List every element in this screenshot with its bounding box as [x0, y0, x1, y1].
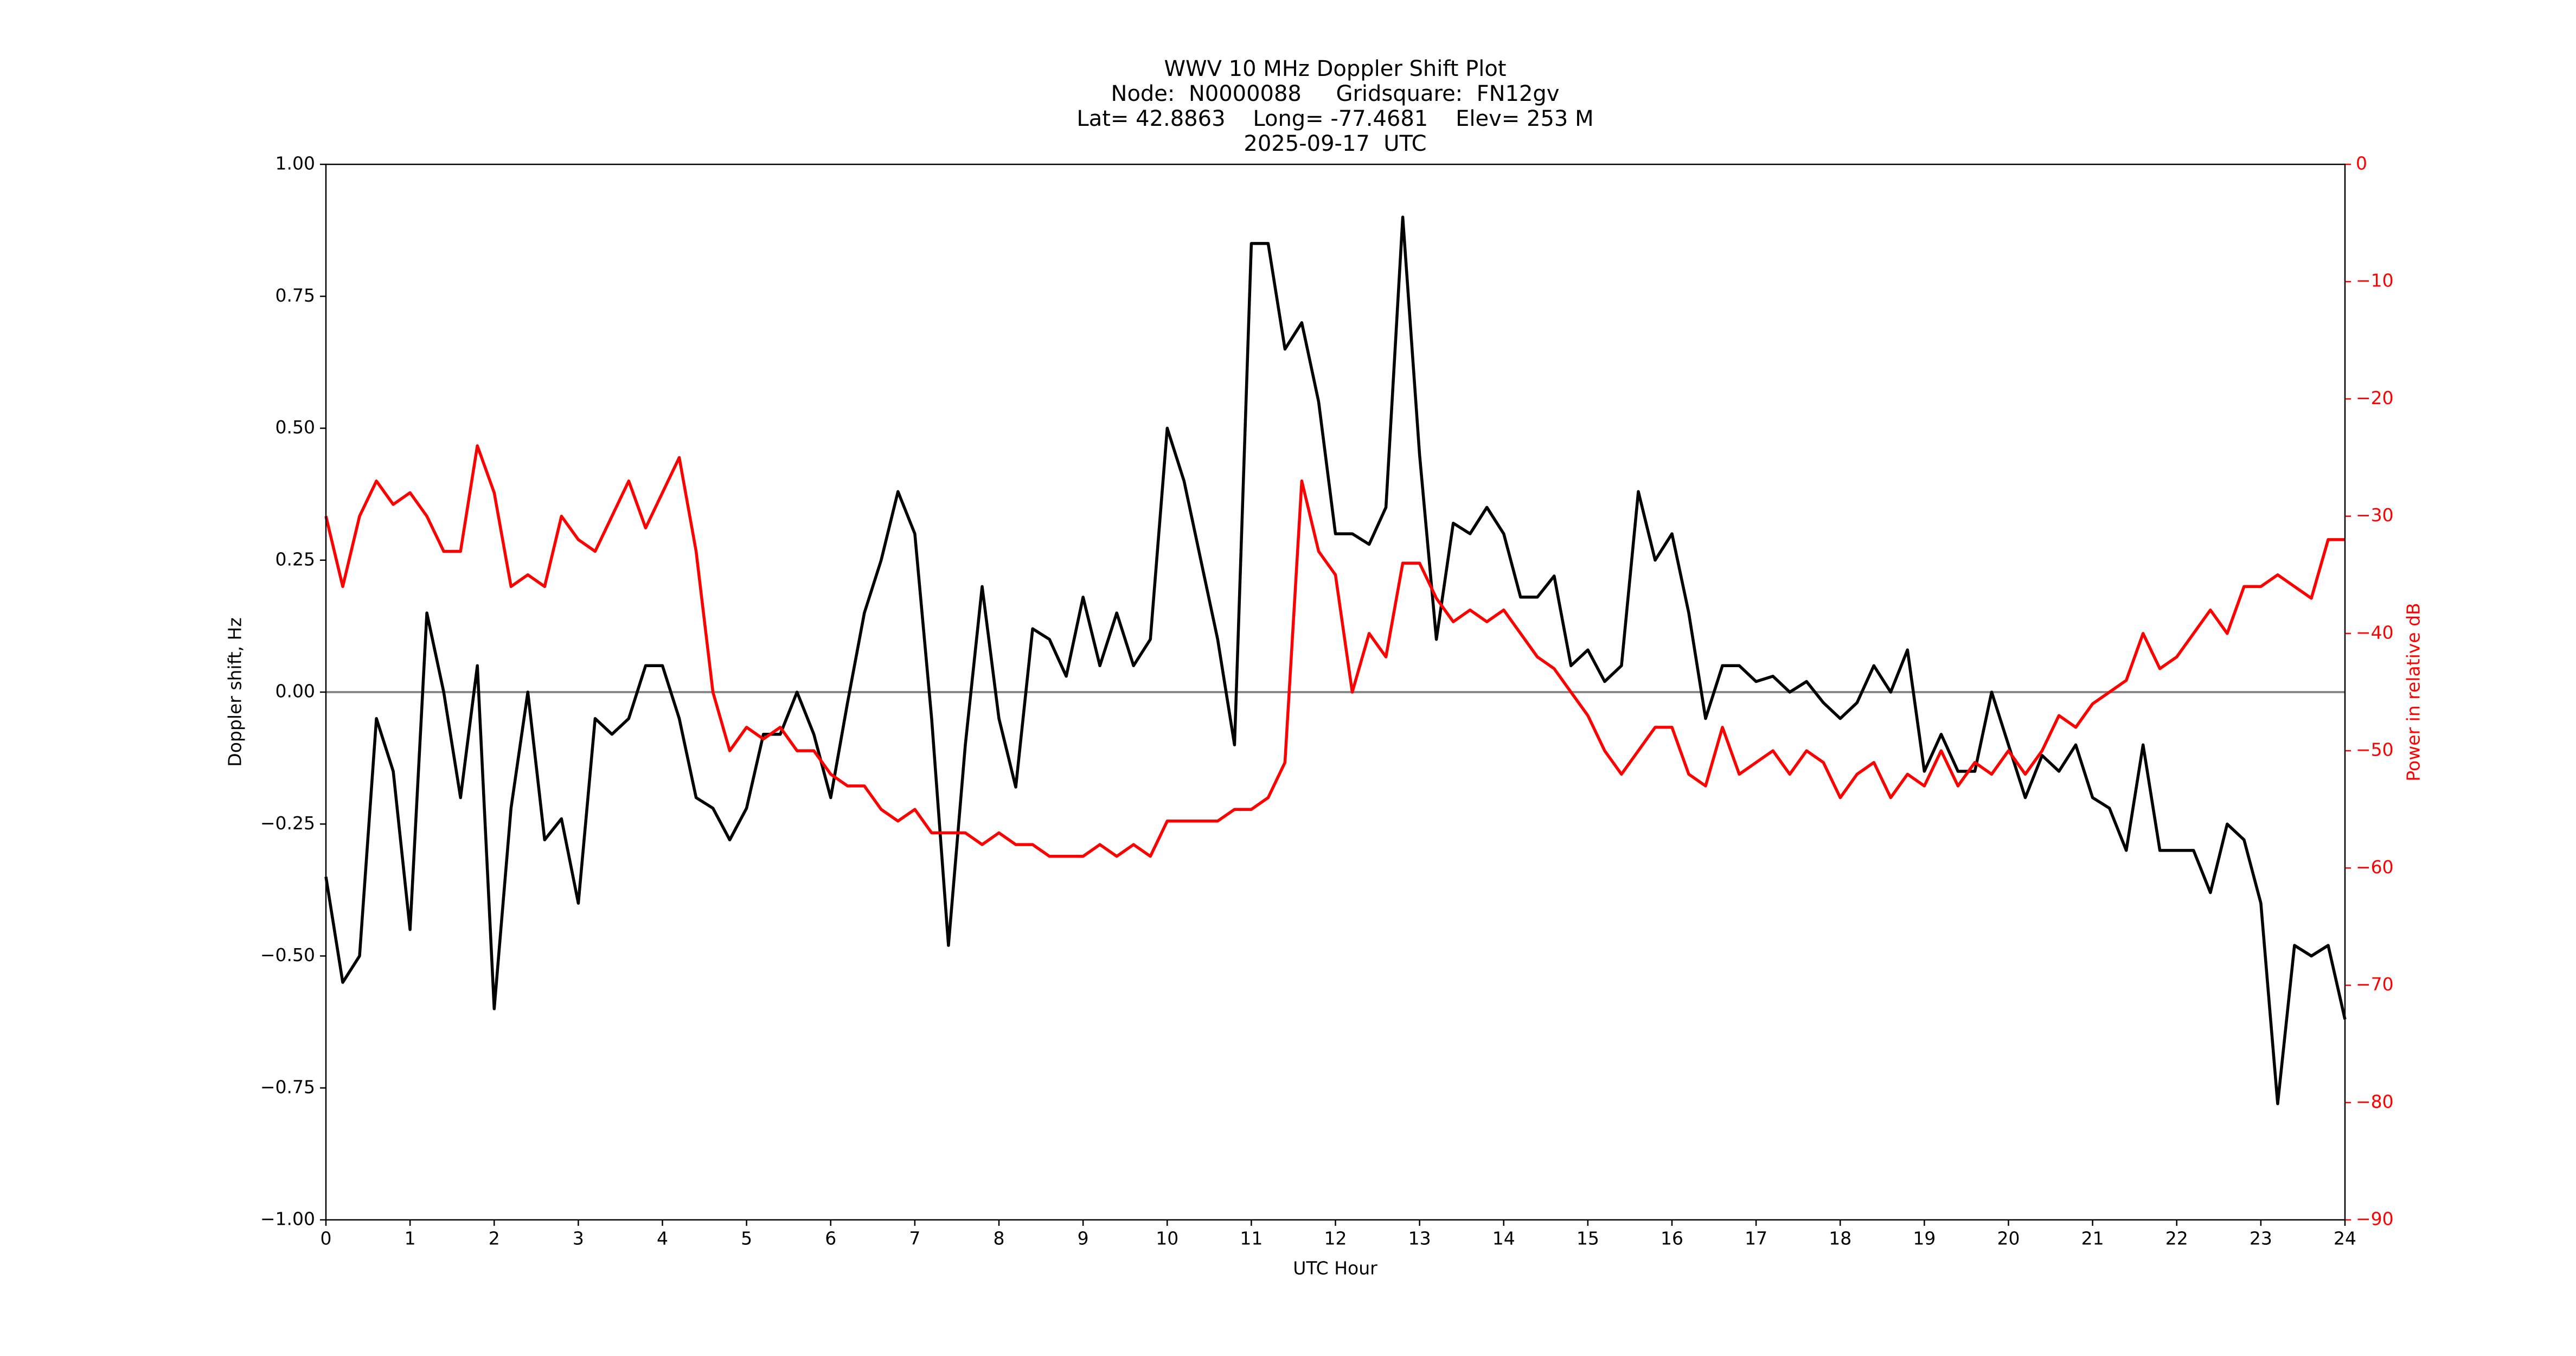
x-axis-label: UTC Hour: [1293, 1258, 1377, 1279]
chart-subtitle: Lat= 42.8863 Long= -77.4681 Elev= 253 M: [1076, 106, 1593, 131]
x-tick-label: 9: [1078, 1228, 1089, 1249]
y2-tick-label: −30: [2356, 504, 2394, 526]
plot-frame: [325, 163, 2346, 1221]
y2-tick-label: −70: [2356, 974, 2394, 995]
x-tick-label: 14: [1492, 1228, 1515, 1249]
y2-axis-label: Power in relative dB: [2403, 603, 2424, 781]
x-tick-label: 19: [1913, 1228, 1936, 1249]
x-tick-label: 10: [1156, 1228, 1178, 1249]
x-tick-label: 4: [657, 1228, 668, 1249]
x-tick-label: 13: [1408, 1228, 1431, 1249]
x-tick-label: 15: [1577, 1228, 1599, 1249]
y2-tick-label: −80: [2356, 1091, 2394, 1112]
y2-tick-label: −90: [2356, 1208, 2394, 1230]
x-tick-label: 6: [825, 1228, 836, 1249]
y2-tick-label: −60: [2356, 856, 2394, 878]
y2-tick-label: −20: [2356, 387, 2394, 408]
x-tick-label: 0: [321, 1228, 332, 1249]
x-tick-label: 17: [1745, 1228, 1767, 1249]
x-tick-label: 1: [405, 1228, 416, 1249]
y2-tick-label: −10: [2356, 270, 2394, 291]
y-tick-label: −0.75: [260, 1076, 315, 1097]
x-tick-label: 7: [909, 1228, 920, 1249]
x-tick-label: 18: [1829, 1228, 1851, 1249]
x-tick-label: 22: [2165, 1228, 2188, 1249]
chart-subtitle: Node: N0000088 Gridsquare: FN12gv: [1111, 81, 1560, 106]
x-tick-label: 24: [2334, 1228, 2356, 1249]
y2-tick-label: −50: [2356, 739, 2394, 760]
y-tick-label: 0.25: [275, 548, 315, 570]
y-tick-label: 0.50: [275, 417, 315, 438]
series-line: [324, 444, 2345, 858]
y-tick-label: −0.25: [260, 813, 315, 834]
x-tick-label: 16: [1661, 1228, 1683, 1249]
y-tick-label: −0.50: [260, 944, 315, 965]
x-tick-label: 12: [1324, 1228, 1347, 1249]
x-tick-label: 5: [741, 1228, 752, 1249]
x-tick-label: 2: [489, 1228, 500, 1249]
x-tick-label: 8: [994, 1228, 1005, 1249]
x-tick-label: 21: [2081, 1228, 2104, 1249]
y-tick-label: 1.00: [275, 153, 315, 174]
y-tick-label: −1.00: [260, 1208, 315, 1230]
y2-tick-label: 0: [2356, 153, 2367, 174]
y-axis-label: Doppler shift, Hz: [225, 617, 246, 766]
x-tick-label: 3: [573, 1228, 584, 1249]
series-line: [324, 215, 2347, 1105]
x-tick-label: 11: [1240, 1228, 1263, 1249]
chart-subtitle: 2025-09-17 UTC: [1244, 131, 1426, 156]
chart-title: WWV 10 MHz Doppler Shift Plot: [1164, 56, 1506, 81]
y2-tick-label: −40: [2356, 622, 2394, 643]
y-tick-label: 0.75: [275, 285, 315, 306]
x-tick-label: 20: [1997, 1228, 2020, 1249]
x-tick-label: 23: [2250, 1228, 2272, 1249]
y-tick-label: 0.00: [275, 681, 315, 702]
